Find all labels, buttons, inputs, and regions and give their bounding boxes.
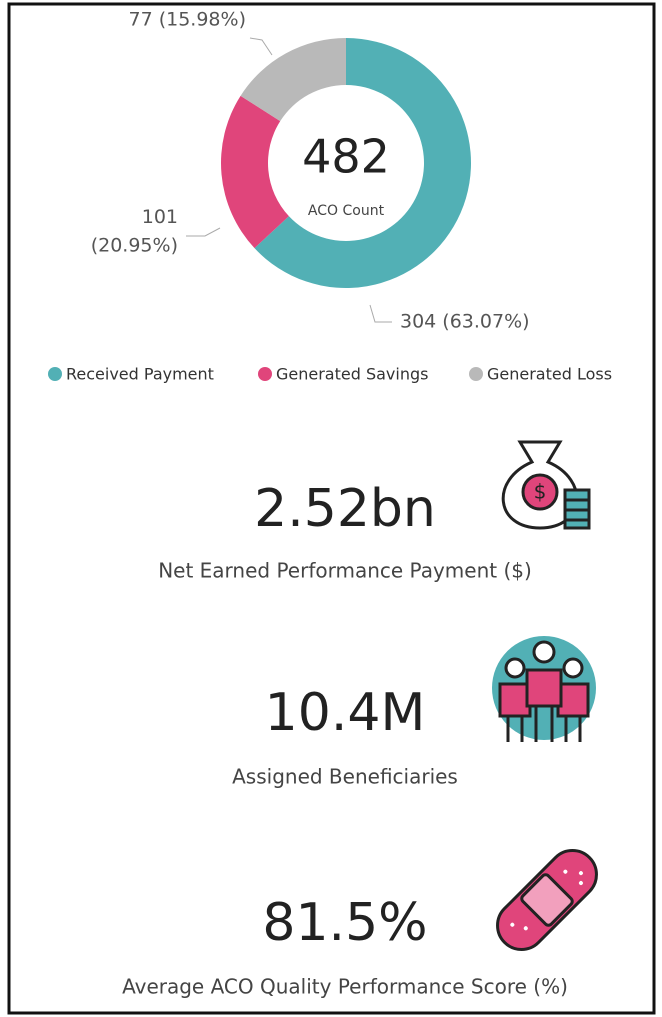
legend-marker	[258, 367, 272, 381]
kpi-label: Net Earned Performance Payment ($)	[158, 559, 532, 583]
center-label: ACO Count	[308, 203, 385, 219]
data-label: 77 (15.98%)	[129, 9, 247, 31]
leader-line	[249, 37, 273, 56]
leader-line	[186, 227, 221, 237]
donut-slice	[221, 95, 289, 249]
kpi-value: 10.4M	[265, 683, 426, 743]
kpi-label: Average ACO Quality Performance Score (%…	[122, 975, 568, 999]
data-label: 304 (63.07%)	[400, 311, 530, 333]
legend-label: Generated Savings	[276, 365, 428, 384]
kpi-value: 81.5%	[262, 893, 427, 953]
svg-text:$: $	[534, 480, 547, 504]
money-icon: $	[501, 440, 591, 530]
donut-slice	[254, 38, 471, 288]
center-value: 482	[302, 130, 390, 184]
data-label: 101 (20.95%)	[91, 206, 178, 257]
legend-label: Received Payment	[66, 365, 214, 384]
kpi-label: Assigned Beneficiaries	[232, 765, 458, 789]
legend-marker	[469, 367, 483, 381]
legend-label: Generated Loss	[487, 365, 612, 384]
legend-marker	[48, 367, 62, 381]
kpi-value: 2.52bn	[254, 479, 436, 539]
leader-line	[369, 304, 392, 323]
people-icon	[492, 636, 596, 742]
bandage-icon	[496, 849, 598, 951]
donut-slice	[240, 38, 346, 122]
